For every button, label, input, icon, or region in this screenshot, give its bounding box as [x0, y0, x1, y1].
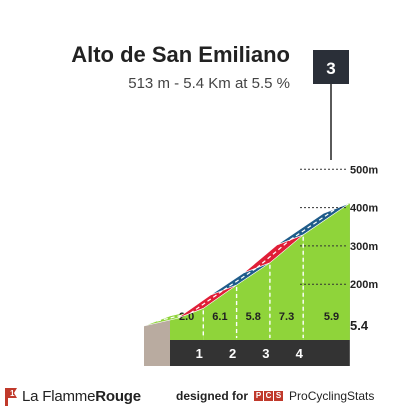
svg-text:1: 1	[10, 389, 15, 398]
climb-profile-chart: Alto de San Emiliano 513 m - 5.4 Km at 5…	[71, 42, 378, 366]
climb-subtitle: 513 m - 5.4 Km at 5.5 %	[128, 75, 290, 92]
total-distance-label: 5.4	[350, 318, 369, 333]
gradient-label-4: 7.3	[279, 311, 294, 323]
brand-name: La FlammeRouge	[22, 387, 141, 405]
category-label: 3	[326, 59, 335, 78]
altitude-label-200: 200m	[350, 279, 378, 291]
gradient-label-5: 5.9	[324, 311, 339, 323]
gradient-label-2: 6.1	[212, 311, 227, 323]
gradient-label-3: 5.8	[246, 311, 261, 323]
km-marker-1: 1	[196, 346, 203, 361]
ribbon-dash-5	[289, 207, 338, 241]
footer: 1 La FlammeRouge designed for P C S ProC…	[0, 380, 405, 415]
designed-for-label: designed for	[176, 389, 249, 403]
base-band	[170, 340, 350, 366]
km-marker-3: 3	[262, 346, 269, 361]
pcs-name: ProCyclingStats	[289, 389, 375, 403]
altitude-label-300: 300m	[350, 241, 378, 253]
slope-face-2	[203, 284, 237, 340]
gradient-label-1: 2.0	[179, 311, 194, 323]
altitude-label-400: 400m	[350, 203, 378, 215]
altitude-label-500: 500m	[350, 164, 378, 176]
km-marker-4: 4	[296, 346, 304, 361]
category-badge	[313, 50, 349, 84]
left-wall	[144, 316, 170, 366]
climb-title: Alto de San Emiliano	[71, 42, 290, 67]
slope-face-3	[236, 262, 270, 340]
flame-flag-icon: 1	[5, 388, 17, 406]
pcs-logo: P C S	[254, 391, 284, 401]
la-flamme-rouge-logo: 1 La FlammeRouge	[5, 386, 141, 406]
slope-face-4	[269, 234, 304, 340]
km-marker-2: 2	[229, 346, 236, 361]
ribbon-dash-4	[256, 239, 291, 269]
designed-for-block: designed for P C S ProCyclingStats	[176, 389, 374, 403]
slope-face-5	[303, 203, 350, 340]
